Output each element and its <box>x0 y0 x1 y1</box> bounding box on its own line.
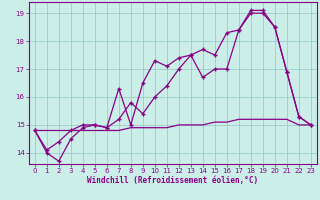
X-axis label: Windchill (Refroidissement éolien,°C): Windchill (Refroidissement éolien,°C) <box>87 176 258 185</box>
